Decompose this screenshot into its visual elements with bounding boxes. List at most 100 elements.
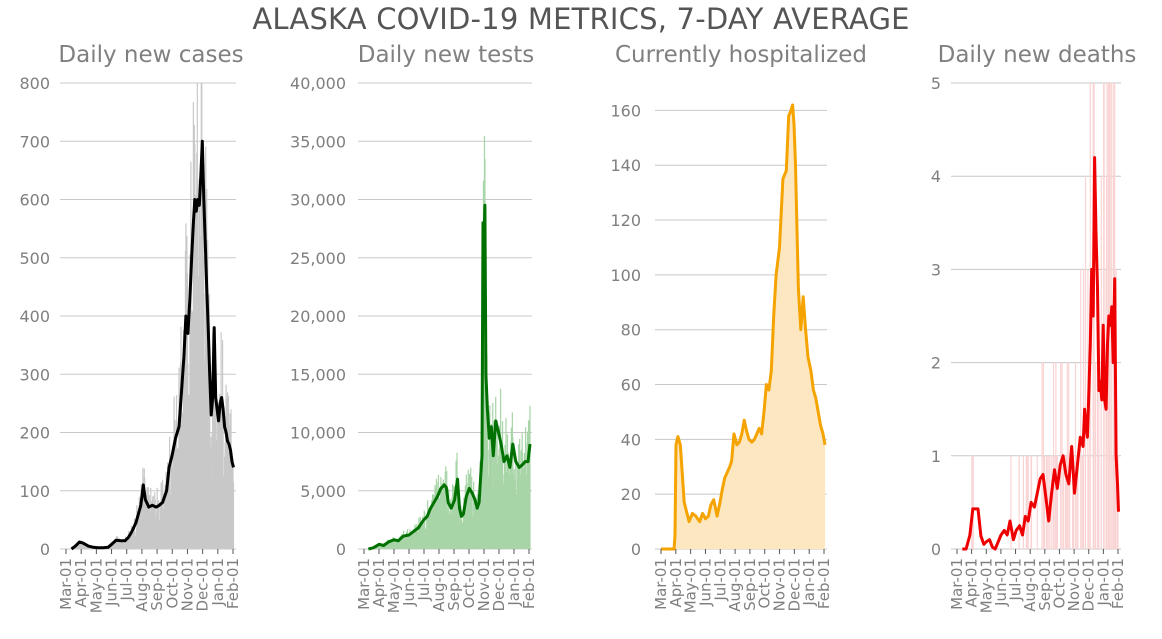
daily-bar: [1043, 455, 1046, 549]
daily-bar: [972, 455, 974, 549]
y-tick-label: 160: [610, 101, 641, 120]
daily-bar: [175, 395, 178, 549]
y-tick-label: 100: [610, 266, 641, 285]
x-tick-label: Feb-01: [520, 558, 538, 609]
daily-bar: [213, 329, 215, 549]
average-line: [70, 139, 235, 551]
daily-bar: [1082, 455, 1084, 549]
daily-bar: [445, 466, 447, 549]
daily-bar: [1069, 455, 1071, 549]
panel-title: Daily new cases: [58, 42, 243, 68]
x-tick-label: Sep-01: [1036, 558, 1054, 611]
daily-bar: [173, 396, 175, 549]
daily-bar: [501, 421, 504, 549]
daily-bar: [1062, 455, 1065, 549]
y-tick-label: 60: [621, 376, 641, 395]
daily-bar: [1080, 269, 1082, 549]
daily-bar: [492, 403, 494, 549]
y-tick-label: 1: [931, 447, 941, 466]
x-tick-label: Apr-01: [963, 558, 981, 608]
daily-bar: [1074, 362, 1077, 549]
daily-bar: [133, 518, 135, 549]
x-tick-label: Mar-01: [652, 558, 670, 610]
daily-bar: [232, 482, 235, 549]
daily-bar: [225, 398, 228, 549]
daily-bar: [1087, 455, 1089, 549]
y-tick-label: 0: [40, 540, 50, 559]
x-tick-label: Jul-01: [415, 558, 433, 602]
x-tick-label: Sep-01: [445, 558, 463, 611]
y-tick-label: 5,000: [300, 482, 346, 501]
x-tick-label: Jul-01: [118, 558, 136, 602]
x-tick-label: Jan-01: [505, 558, 523, 607]
daily-bar: [410, 532, 412, 549]
y-tick-label: 35,000: [290, 132, 346, 151]
average-line: [368, 203, 532, 551]
y-tick-label: 3: [931, 260, 941, 279]
daily-bar: [1072, 455, 1075, 549]
x-tick-label: Jul-01: [1007, 558, 1025, 602]
daily-bar: [455, 460, 457, 549]
daily-bar: [178, 367, 180, 549]
x-tick-label: Aug-01: [726, 558, 744, 612]
daily-bar: [1056, 455, 1058, 549]
daily-bar: [1066, 362, 1068, 549]
daily-bar: [495, 396, 497, 549]
x-tick-label: Nov-01: [1065, 558, 1083, 611]
x-tick-label: Jun-01: [992, 558, 1010, 607]
x-tick-label: Aug-01: [1021, 558, 1039, 612]
daily-bar: [1098, 362, 1100, 549]
x-tick-label: Jun-01: [400, 558, 418, 607]
y-tick-label: 40,000: [290, 74, 346, 93]
daily-bar: [1036, 455, 1038, 549]
y-tick-label: 2: [931, 354, 941, 373]
x-tick-label: Oct-01: [756, 558, 774, 608]
daily-bar: [394, 539, 396, 549]
daily-bar: [1068, 362, 1070, 549]
y-tick-label: 300: [19, 365, 50, 384]
daily-bar: [1094, 362, 1097, 549]
x-tick-label: May-01: [977, 558, 995, 613]
y-tick-label: 0: [631, 540, 641, 559]
x-tick-label: Jun-01: [696, 558, 714, 607]
y-tick-label: 20: [621, 485, 641, 504]
x-tick-label: Feb-01: [815, 558, 833, 609]
daily-bar: [1064, 455, 1067, 549]
x-tick-label: Jan-01: [209, 558, 227, 607]
y-tick-label: 10,000: [290, 424, 346, 443]
y-tick-label: 5: [931, 74, 941, 93]
y-tick-label: 40: [621, 430, 641, 449]
y-tick-label: 30,000: [290, 191, 346, 210]
y-tick-label: 140: [610, 156, 641, 175]
daily-bar: [222, 399, 224, 549]
x-tick-label: Aug-01: [133, 558, 151, 612]
x-tick-label: Oct-01: [1050, 558, 1068, 608]
x-tick-label: Oct-01: [163, 558, 181, 608]
daily-bar: [81, 540, 83, 549]
y-tick-label: 20,000: [290, 307, 346, 326]
y-tick-label: 0: [336, 540, 346, 559]
y-tick-label: 400: [19, 307, 50, 326]
x-tick-label: Jul-01: [711, 558, 729, 602]
x-tick-label: Dec-01: [785, 558, 803, 612]
y-tick-label: 25,000: [290, 249, 346, 268]
x-tick-label: Mar-01: [57, 558, 75, 610]
daily-bar: [1018, 455, 1020, 549]
daily-bar: [1060, 362, 1062, 549]
y-tick-label: 500: [19, 249, 50, 268]
x-tick-label: Oct-01: [460, 558, 478, 608]
x-tick-label: Nov-01: [475, 558, 493, 611]
x-tick-label: Dec-01: [490, 558, 508, 612]
daily-bar: [491, 424, 493, 549]
panel-title: Daily new deaths: [938, 42, 1137, 68]
daily-bar: [392, 537, 394, 549]
x-tick-label: Mar-01: [948, 558, 966, 610]
x-tick-label: Dec-01: [1080, 558, 1098, 612]
daily-bar: [1077, 455, 1079, 549]
x-tick-label: Dec-01: [194, 558, 212, 612]
y-tick-label: 700: [19, 132, 50, 151]
x-tick-label: Apr-01: [667, 558, 685, 608]
panel-title: Currently hospitalized: [615, 42, 867, 68]
x-tick-label: Jan-01: [1094, 558, 1112, 607]
